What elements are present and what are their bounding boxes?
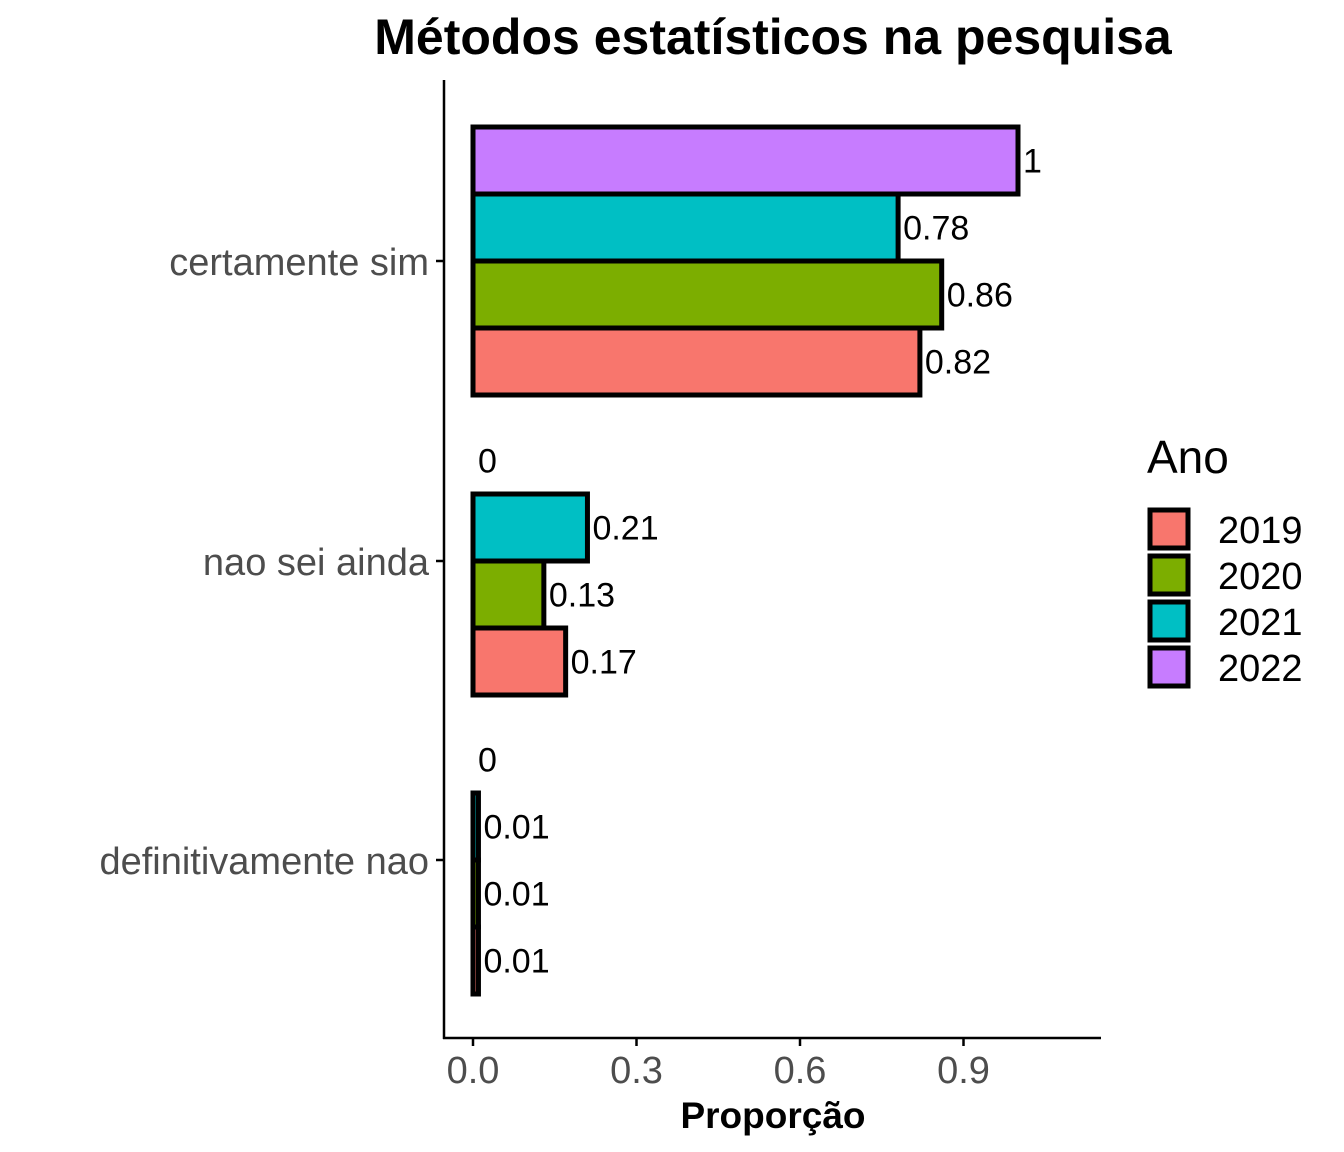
data-label-certamente-sim-2019: 0.82 (925, 344, 991, 382)
data-label-nao-sei-ainda-2022: 0 (478, 443, 497, 481)
legend-label-2021: 2021 (1218, 602, 1303, 644)
legend-swatch-2019 (1147, 507, 1191, 551)
legend-swatch-2020 (1147, 553, 1191, 597)
x-tick-label: 0.3 (610, 1050, 663, 1092)
bar-certamente-sim-2021 (470, 191, 901, 264)
bar-definitivamente-nao-2020 (470, 857, 481, 930)
data-label-definitivamente-nao-2020: 0.01 (483, 876, 549, 914)
x-tick-label: 0.9 (937, 1050, 990, 1092)
data-label-certamente-sim-2020: 0.86 (947, 277, 1013, 315)
legend-label-2019: 2019 (1218, 510, 1303, 552)
data-label-certamente-sim-2022: 1 (1023, 143, 1042, 181)
data-label-certamente-sim-2021: 0.78 (903, 210, 969, 248)
bar-certamente-sim-2022 (470, 124, 1021, 197)
x-tick-label: 0.0 (447, 1050, 500, 1092)
bar-nao-sei-ainda-2021 (470, 491, 590, 564)
category-label: certamente sim (169, 242, 429, 284)
x-axis-label: Proporção (680, 1095, 865, 1136)
category-label: nao sei ainda (203, 542, 430, 584)
data-label-nao-sei-ainda-2019: 0.17 (571, 644, 637, 682)
legend-title: Ano (1147, 431, 1229, 483)
category-label: definitivamente nao (99, 841, 429, 883)
data-label-nao-sei-ainda-2020: 0.13 (549, 577, 615, 615)
bar-nao-sei-ainda-2020 (470, 558, 547, 631)
bar-definitivamente-nao-2021 (470, 790, 481, 863)
legend-swatch-2021 (1147, 599, 1191, 643)
data-label-definitivamente-nao-2022: 0 (478, 742, 497, 780)
data-label-definitivamente-nao-2021: 0.01 (483, 809, 549, 847)
bar-definitivamente-nao-2019 (470, 924, 481, 997)
category-labels: certamente sim nao sei ainda definitivamen… (99, 242, 444, 883)
bar-certamente-sim-2020 (470, 258, 945, 331)
legend-label-2020: 2020 (1218, 556, 1303, 598)
chart-title: Métodos estatísticos na pesquisa (374, 9, 1173, 65)
data-label-definitivamente-nao-2019: 0.01 (483, 943, 549, 981)
bar-certamente-sim-2019 (470, 325, 923, 398)
plot-area: 0.82 0.86 0.78 1 0.17 0.13 0.21 0 0.01 0.01 0.01 0 (470, 124, 1042, 997)
x-ticks: 0.0 0.3 0.6 0.9 (447, 1038, 990, 1092)
bar-nao-sei-ainda-2019 (470, 625, 569, 698)
legend-swatch-2022 (1147, 645, 1191, 689)
data-label-nao-sei-ainda-2021: 0.21 (592, 510, 658, 548)
legend-label-2022: 2022 (1218, 648, 1303, 690)
x-tick-label: 0.6 (774, 1050, 827, 1092)
